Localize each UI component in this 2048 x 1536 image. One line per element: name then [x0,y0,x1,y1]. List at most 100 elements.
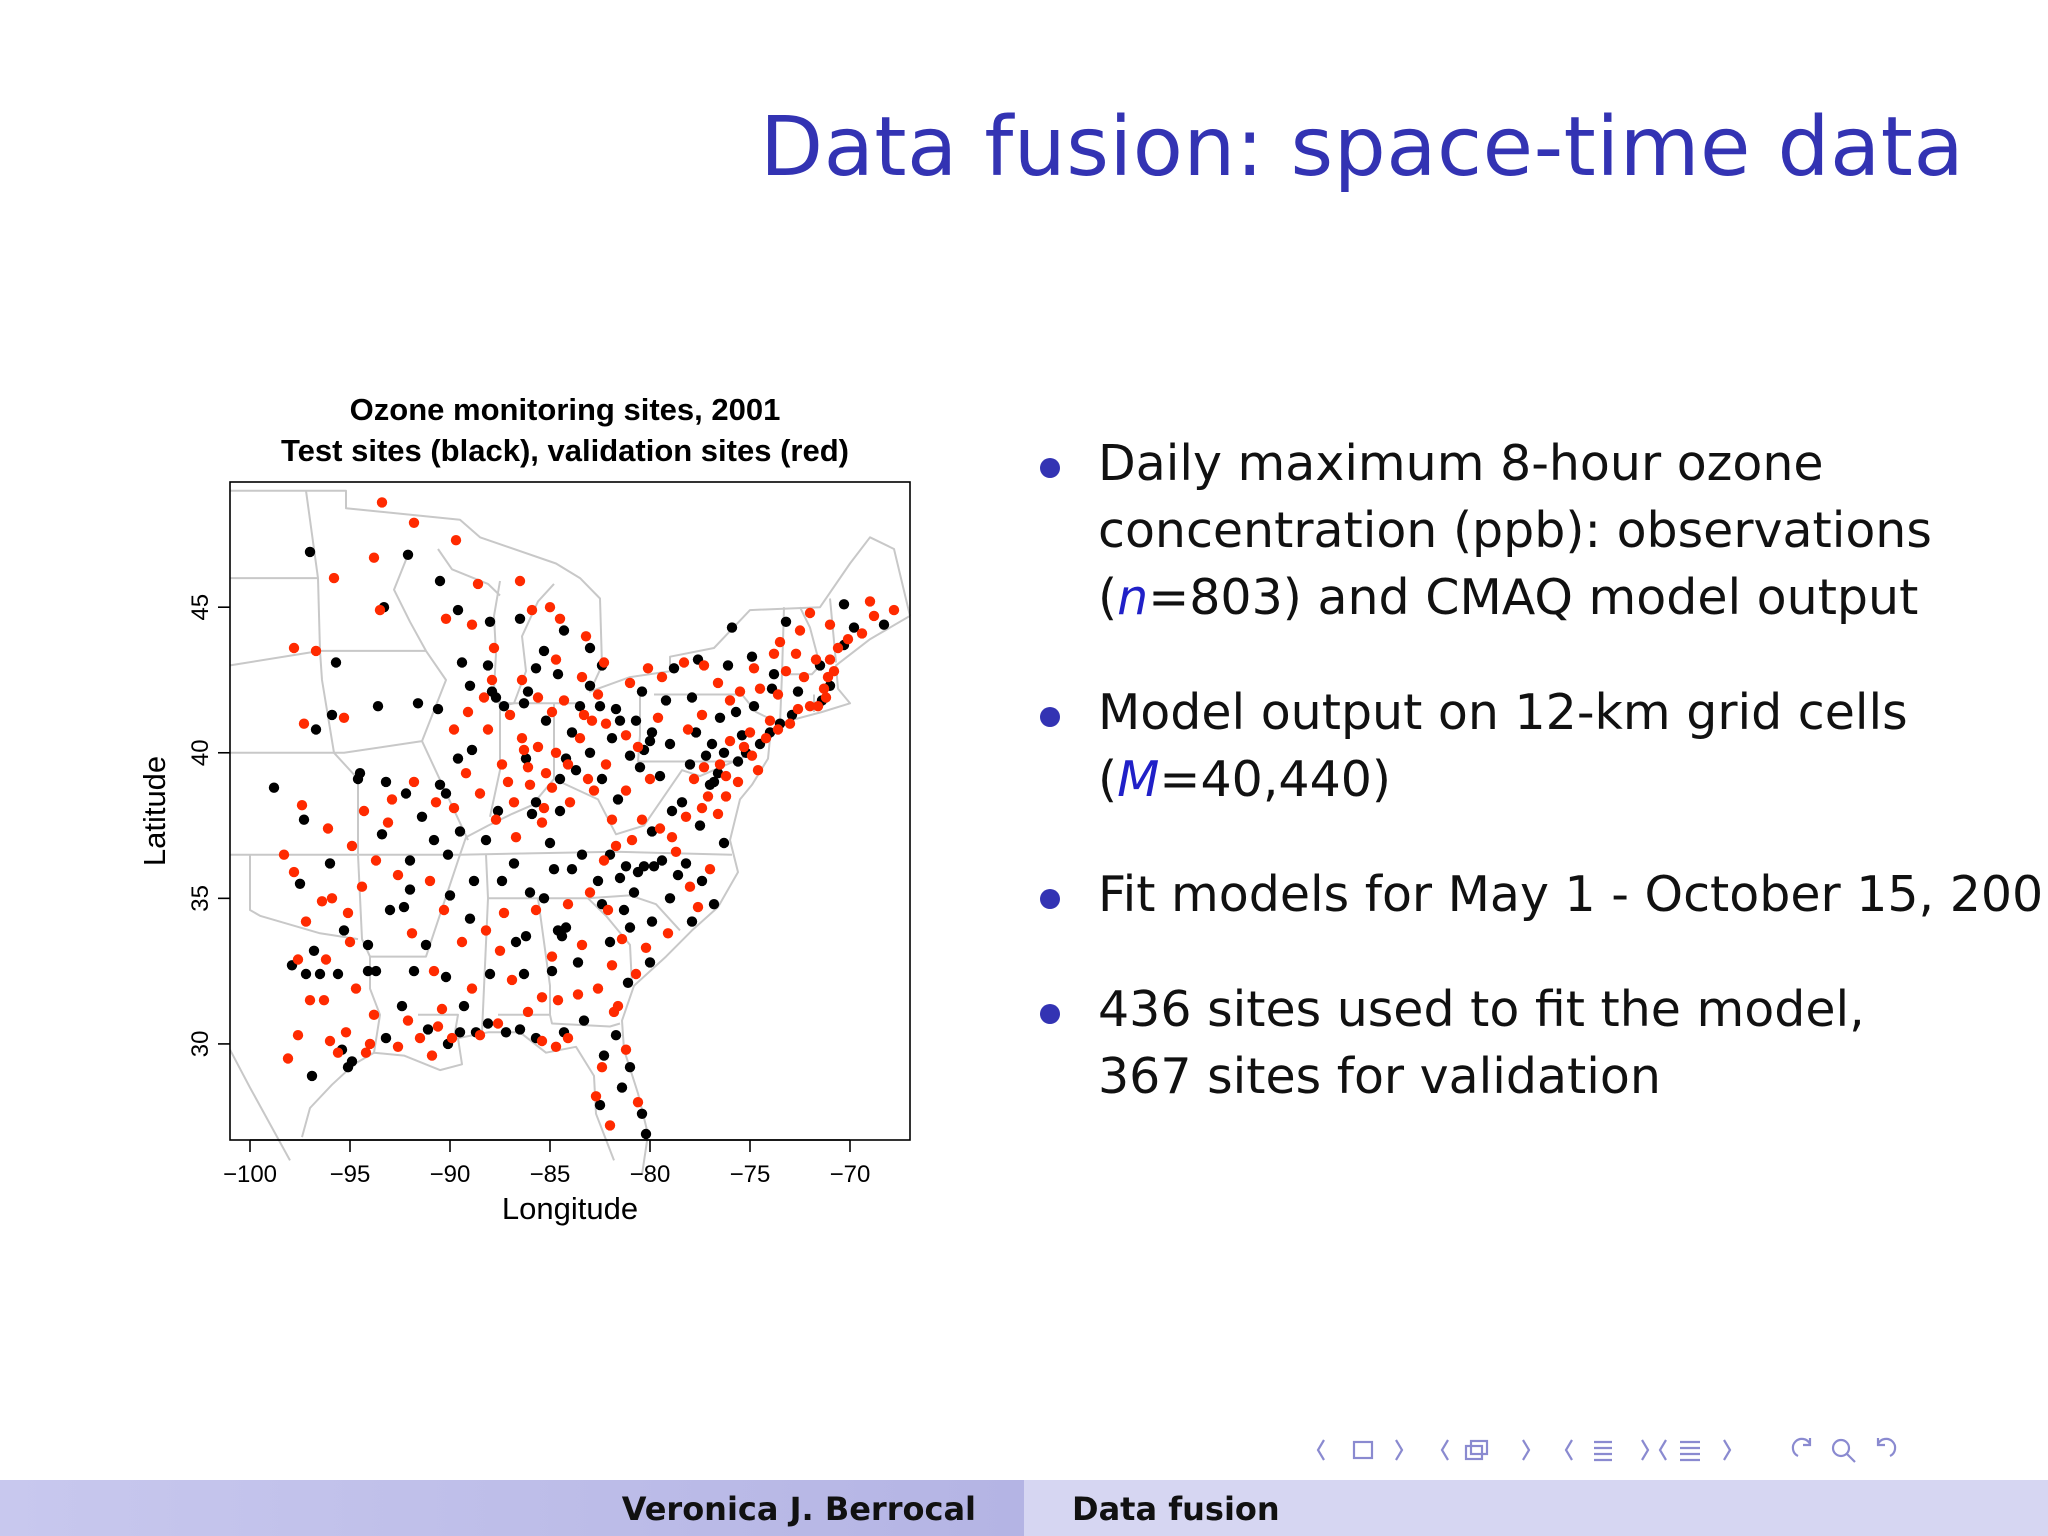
nav-search-icon[interactable] [1831,1438,1856,1463]
test-site-point-80 [718,747,730,758]
validation-site-point-18 [332,1047,344,1058]
test-site-point-74 [644,735,656,747]
nav-next-doc-icon[interactable] [1723,1439,1732,1461]
validation-site-point-179 [368,1009,380,1020]
nav-next-subsection-icon[interactable] [1522,1439,1531,1461]
validation-site-point-48 [654,823,666,834]
x-tick-label-1: −95 [330,1161,371,1188]
test-site-point-37 [614,872,626,884]
validation-site-point-44 [692,901,704,913]
validation-site-point-104 [798,671,810,683]
nav-subsection-icon[interactable] [1464,1439,1489,1461]
test-site-point-72 [614,715,626,726]
nav-next-section-icon[interactable] [1641,1439,1650,1461]
nav-prev-section-icon[interactable] [1564,1439,1573,1461]
validation-site-point-43 [662,928,674,939]
test-site-point-24 [616,1082,628,1093]
nav-prev-subsection-icon[interactable] [1440,1439,1449,1461]
nav-prev-frame-icon[interactable] [1316,1439,1325,1461]
test-site-point-144 [656,855,668,866]
validation-site-point-75 [720,791,732,802]
validation-site-point-188 [636,814,648,825]
validation-site-point-111 [698,660,710,671]
validation-site-point-10 [296,800,308,811]
validation-site-point-61 [514,575,526,587]
validation-site-point-145 [586,715,598,726]
test-site-point-192 [578,1015,590,1026]
nav-frame-icon[interactable] [1352,1440,1374,1460]
validation-site-point-17 [324,1035,336,1047]
validation-site-point-132 [536,817,548,828]
nav-doc-icon[interactable] [1680,1440,1700,1462]
test-site-point-143 [632,866,644,878]
test-site-point-168 [464,680,476,691]
nav-redo-icon[interactable] [1876,1437,1897,1457]
validation-site-point-169 [494,945,506,956]
test-site-point-7 [294,878,306,889]
test-site-point-66 [520,753,532,764]
validation-site-point-129 [600,759,612,770]
validation-site-point-194 [724,695,736,706]
validation-site-point-167 [480,925,492,936]
footer-author: Veronica J. Berrocal [621,1490,976,1528]
test-site-point-175 [380,776,392,788]
validation-site-point-98 [864,596,876,607]
validation-site-point-136 [460,768,472,779]
test-site-point-87 [666,805,678,817]
validation-site-point-192 [720,770,732,782]
validation-site-point-59 [440,613,452,624]
test-site-point-21 [514,1024,526,1035]
test-site-point-109 [878,619,890,630]
test-site-point-26 [610,1030,622,1041]
test-site-point-184 [362,965,374,977]
test-site-point-131 [524,887,536,898]
validation-site-point-14 [292,954,304,965]
footer-bar: Veronica J. Berrocal Data fusion [0,1480,2048,1536]
test-site-point-83 [712,768,724,779]
test-site-point-77 [664,738,676,750]
validation-site-point-13 [342,907,354,919]
nav-section-icon[interactable] [1594,1440,1612,1462]
nav-next-frame-icon[interactable] [1395,1439,1404,1461]
test-site-point-89 [612,794,624,805]
validation-site-point-74 [732,776,744,788]
validation-site-point-1 [408,517,420,528]
test-site-point-29 [624,922,636,933]
test-site-point-61 [456,657,468,668]
test-site-point-8 [324,858,336,869]
test-site-point-152 [748,701,760,712]
validation-site-point-206 [596,1062,608,1073]
test-site-point-46 [484,968,496,980]
validation-site-point-72 [746,750,758,761]
bullet-dot-icon [1040,1004,1060,1024]
test-site-point-38 [592,875,604,887]
nav-undo-icon[interactable] [1791,1437,1812,1457]
validation-site-point-29 [604,1120,616,1131]
validation-site-point-134 [490,814,502,825]
y-tick-label-1: 35 [187,885,214,912]
validation-site-point-196 [768,648,780,659]
bullet-text: Daily maximum 8-hour ozone [1098,435,1824,492]
validation-site-point-122 [558,695,570,706]
nav-prev-doc-icon[interactable] [1658,1439,1667,1461]
validation-site-point-133 [510,832,522,843]
validation-site-point-200 [344,936,356,948]
validation-site-point-154 [430,797,442,808]
test-site-point-193 [598,1050,610,1061]
test-site-point-97 [722,660,734,671]
validation-site-point-47 [670,846,682,857]
validation-site-point-54 [496,759,508,770]
validation-site-point-51 [588,785,600,796]
test-site-point-179 [384,904,396,916]
validation-site-point-157 [358,805,370,817]
validation-site-point-97 [888,604,900,616]
validation-site-point-6 [288,642,300,654]
test-site-point-140 [680,858,692,869]
test-site-point-73 [630,715,642,726]
bullet-text: Model output on 12-km grid cells [1098,684,1908,741]
validation-site-point-199 [316,896,328,907]
test-site-point-44 [510,936,522,948]
test-site-point-63 [434,575,446,587]
validation-site-point-162 [370,855,382,866]
validation-site-point-142 [532,741,544,753]
